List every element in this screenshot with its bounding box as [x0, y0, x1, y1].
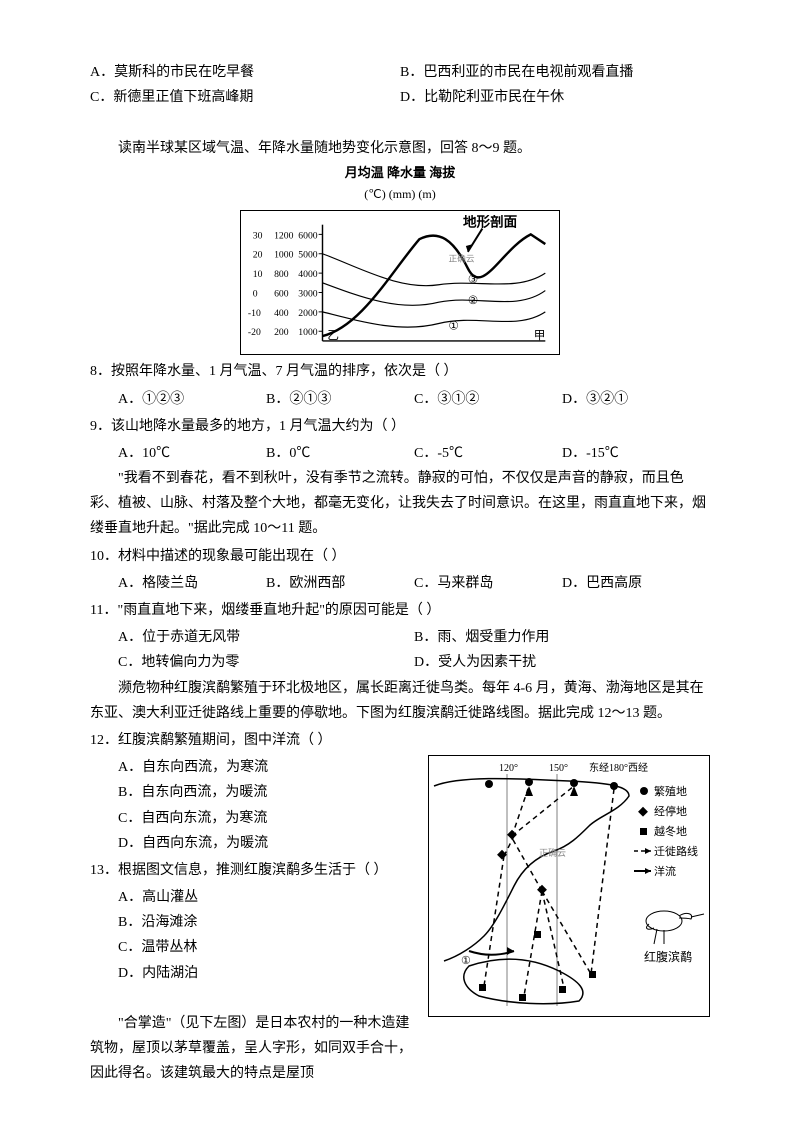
q9-d: D．-15℃: [562, 441, 710, 466]
passage-12-13: 濒危物种红腹滨鹬繁殖于环北极地区，属长距离迁徙鸟类。每年 4-6 月，黄海、渤海…: [90, 676, 710, 726]
opt-d: D．比勒陀利亚市民在午休: [400, 85, 710, 110]
q9-c: C．-5℃: [414, 441, 562, 466]
svg-text:②: ②: [468, 294, 478, 307]
q12-d: D．自西向东流，为暖流: [118, 831, 418, 856]
svg-text:正确云: 正确云: [448, 252, 474, 263]
svg-text:600: 600: [274, 288, 289, 299]
svg-text:1000: 1000: [274, 249, 294, 260]
svg-text:越冬地: 越冬地: [654, 824, 687, 838]
q8-b: B．②①③: [266, 387, 414, 412]
q12-b: B．自东向西流，为暖流: [118, 780, 418, 805]
passage-14: "合掌造"（见下左图）是日本农村的一种木造建筑物，屋顶以茅草覆盖，呈人字形，如同…: [90, 1011, 418, 1087]
svg-text:150°: 150°: [549, 763, 568, 774]
map-figure: 120° 150° 东经180°西经: [428, 755, 710, 1017]
svg-text:地形剖面: 地形剖面: [463, 215, 518, 230]
q8-stem: 8．按照年降水量、1 月气温、7 月气温的排序，依次是（ ）: [90, 359, 710, 384]
chart-svg: 30 20 10 0 -10 -20 1200 1000 800 600 400…: [245, 215, 555, 351]
svg-text:3000: 3000: [298, 288, 318, 299]
svg-text:20: 20: [253, 249, 263, 260]
svg-text:120°: 120°: [499, 763, 518, 774]
opt-b: B．巴西利亚的市民在电视前观看直播: [400, 60, 710, 85]
svg-text:洋流: 洋流: [654, 864, 676, 878]
q10-a: A．格陵兰岛: [118, 571, 266, 596]
svg-text:-20: -20: [248, 327, 261, 338]
prev-question-options: A．莫斯科的市民在吃早餐 B．巴西利亚的市民在电视前观看直播 C．新德里正值下班…: [90, 60, 710, 110]
q11-options: A．位于赤道无风带 B．雨、烟受重力作用 C．地转偏向力为零 D．受人为因素干扰: [90, 625, 710, 675]
passage-10-11: "我看不到春花，看不到秋叶，没有季节之流转。静寂的可怕，不仅仅是声音的静寂，而且…: [90, 466, 710, 542]
q8-a: A．①②③: [118, 387, 266, 412]
q8-c: C．③①②: [414, 387, 562, 412]
q13-a: A．高山灌丛: [118, 885, 418, 910]
svg-text:800: 800: [274, 269, 289, 280]
svg-text:东经180°西经: 东经180°西经: [589, 761, 648, 774]
opt-c: C．新德里正值下班高峰期: [90, 85, 400, 110]
q8-options: A．①②③ B．②①③ C．③①② D．③②①: [90, 387, 710, 412]
svg-text:10: 10: [253, 269, 263, 280]
q10-b: B．欧洲西部: [266, 571, 414, 596]
q12-c: C．自西向东流，为寒流: [118, 806, 418, 831]
svg-text:甲: 甲: [534, 329, 546, 342]
q13-c: C．温带丛林: [118, 935, 418, 960]
q9-b: B．0℃: [266, 441, 414, 466]
q11-stem: 11．"雨直直地下来，烟缕垂直地升起"的原因可能是（ ）: [90, 598, 710, 623]
svg-text:5000: 5000: [298, 249, 318, 260]
q10-stem: 10．材料中描述的现象最可能出现在（ ）: [90, 544, 710, 569]
svg-text:③: ③: [468, 273, 478, 286]
svg-text:30: 30: [253, 230, 263, 241]
svg-text:繁殖地: 繁殖地: [654, 784, 687, 798]
svg-text:①: ①: [461, 955, 471, 967]
svg-text:①: ①: [448, 319, 458, 332]
q13-d: D．内陆湖泊: [118, 961, 418, 986]
q9-stem: 9．该山地降水量最多的地方，1 月气温大约为（ ）: [90, 414, 710, 439]
q13-stem: 13．根据图文信息，推测红腹滨鹬多生活于（ ）: [90, 858, 418, 883]
q12-options: A．自东向西流，为寒流 B．自东向西流，为暖流 C．自西向东流，为寒流 D．自西…: [90, 755, 418, 856]
opt-a: A．莫斯科的市民在吃早餐: [90, 60, 400, 85]
svg-text:乙: 乙: [327, 329, 339, 342]
svg-text:经停地: 经停地: [654, 804, 687, 818]
q13-b: B．沿海滩涂: [118, 910, 418, 935]
q8-d: D．③②①: [562, 387, 710, 412]
svg-text:迁徙路线: 迁徙路线: [654, 844, 698, 858]
q11-d: D．受人为因素干扰: [414, 650, 710, 675]
q10-d: D．巴西高原: [562, 571, 710, 596]
q12-stem: 12．红腹滨鹬繁殖期间，图中洋流（ ）: [90, 728, 710, 753]
svg-text:4000: 4000: [298, 269, 318, 280]
svg-text:400: 400: [274, 307, 289, 318]
svg-text:-10: -10: [248, 307, 261, 318]
chart-container: 月均温 降水量 海拔 (℃) (mm) (m) 30 20 10 0 -10 -…: [90, 161, 710, 356]
q10-c: C．马来群岛: [414, 571, 562, 596]
q12-a: A．自东向西流，为寒流: [118, 755, 418, 780]
q9-options: A．10℃ B．0℃ C．-5℃ D．-15℃: [90, 441, 710, 466]
svg-text:6000: 6000: [298, 230, 318, 241]
svg-text:200: 200: [274, 327, 289, 338]
svg-text:红腹滨鹬: 红腹滨鹬: [644, 949, 692, 964]
q13-options: A．高山灌丛 B．沿海滩涂 C．温带丛林 D．内陆湖泊: [90, 885, 418, 986]
svg-text:0: 0: [253, 288, 258, 299]
map-svg: 120° 150° 东经180°西经: [429, 756, 709, 1016]
q11-c: C．地转偏向力为零: [118, 650, 414, 675]
q9-a: A．10℃: [118, 441, 266, 466]
svg-text:1200: 1200: [274, 230, 294, 241]
chart-title: 月均温 降水量 海拔: [90, 161, 710, 184]
svg-text:2000: 2000: [298, 307, 318, 318]
intro-8-9: 读南半球某区域气温、年降水量随地势变化示意图，回答 8～9 题。: [90, 136, 710, 161]
svg-text:正确云: 正确云: [539, 847, 566, 858]
q11-b: B．雨、烟受重力作用: [414, 625, 710, 650]
svg-text:1000: 1000: [298, 327, 318, 338]
chart-units: (℃) (mm) (m): [90, 184, 710, 206]
q11-a: A．位于赤道无风带: [118, 625, 414, 650]
q10-options: A．格陵兰岛 B．欧洲西部 C．马来群岛 D．巴西高原: [90, 571, 710, 596]
